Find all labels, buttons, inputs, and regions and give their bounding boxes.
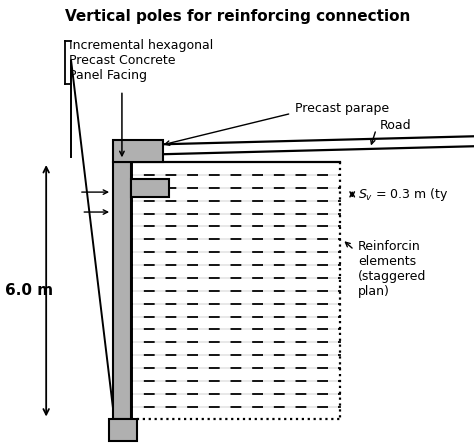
Text: 6.0 m: 6.0 m bbox=[5, 283, 53, 298]
Text: $S_v$ = 0.3 m (ty: $S_v$ = 0.3 m (ty bbox=[358, 186, 449, 203]
Bar bbox=[113, 162, 131, 419]
Text: Incremental hexagonal
Precast Concrete
Panel Facing: Incremental hexagonal Precast Concrete P… bbox=[69, 39, 213, 82]
Text: Precast parape: Precast parape bbox=[295, 102, 390, 115]
Text: Vertical poles for reinforcing connection: Vertical poles for reinforcing connectio… bbox=[65, 9, 410, 24]
Bar bbox=[109, 419, 137, 441]
Text: Road: Road bbox=[380, 119, 412, 132]
Bar bbox=[131, 179, 169, 197]
Bar bbox=[113, 140, 163, 162]
Text: Reinforcin
elements
(staggered
plan): Reinforcin elements (staggered plan) bbox=[358, 240, 427, 298]
